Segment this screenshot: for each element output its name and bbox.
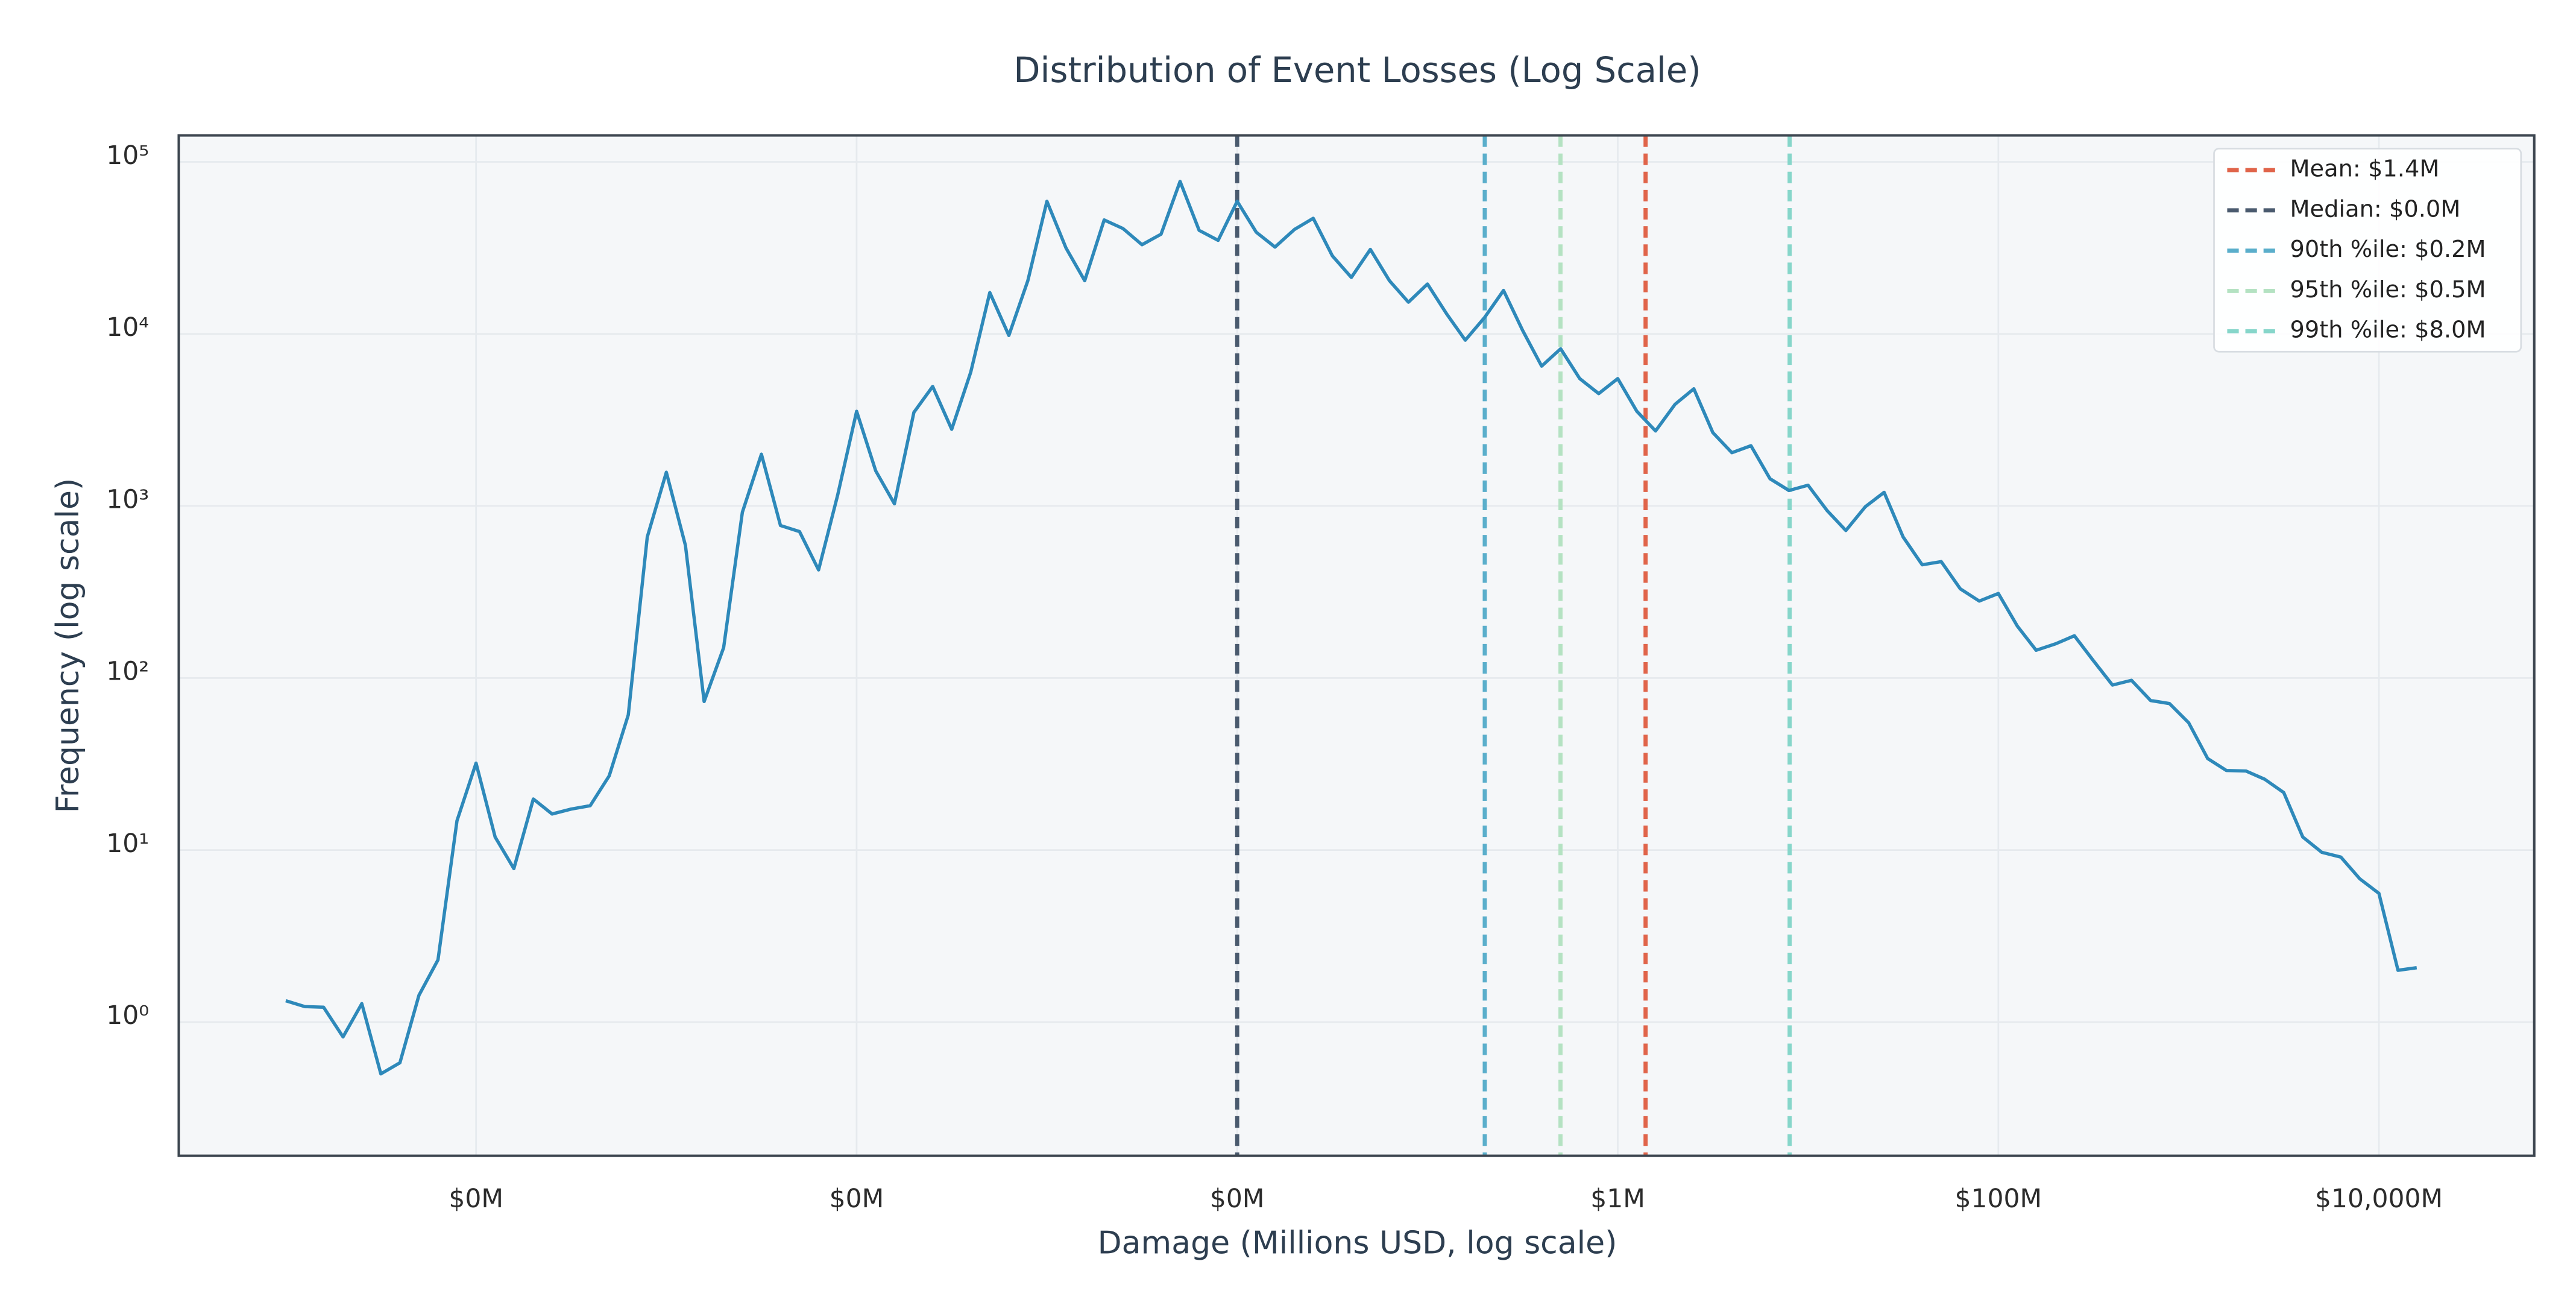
y-axis-label: Frequency (log scale) <box>50 478 86 813</box>
x-axis-label: Damage (Millions USD, log scale) <box>1098 1225 1617 1261</box>
y-tick-label: 10³ <box>106 485 149 514</box>
y-tick-label: 10¹ <box>106 829 149 859</box>
x-tick-label: $0M <box>1210 1184 1265 1214</box>
data-line <box>285 180 2417 1076</box>
y-tick-label: 10⁰ <box>106 1001 149 1031</box>
x-tick-label: $0M <box>830 1184 884 1214</box>
plot-frame <box>177 134 2536 1157</box>
y-tick-label: 10² <box>106 657 149 687</box>
plot-area <box>178 135 2534 1156</box>
x-tick-label: $1M <box>1590 1184 1645 1214</box>
x-tick-label: $100M <box>1955 1184 2042 1214</box>
legend-label: 95th %ile: $0.5M <box>2290 276 2486 303</box>
chart-title: Distribution of Event Losses (Log Scale) <box>1013 50 1701 90</box>
y-tick-label: 10⁵ <box>106 141 149 171</box>
x-tick-label: $0M <box>449 1184 503 1214</box>
legend: Mean: $1.4M Median: $0.0M 90th %ile: $0.2M… <box>2213 148 2522 353</box>
marks <box>285 135 2417 1156</box>
legend-label: 99th %ile: $8.0M <box>2290 317 2486 344</box>
legend-label: Median: $0.0M <box>2290 195 2460 223</box>
legend-label: Mean: $1.4M <box>2290 156 2439 183</box>
y-tick-label: 10⁴ <box>106 313 149 343</box>
legend-box <box>2213 148 2522 353</box>
legend-label: 90th %ile: $0.2M <box>2290 236 2486 263</box>
x-tick-label: $10,000M <box>2315 1184 2443 1214</box>
